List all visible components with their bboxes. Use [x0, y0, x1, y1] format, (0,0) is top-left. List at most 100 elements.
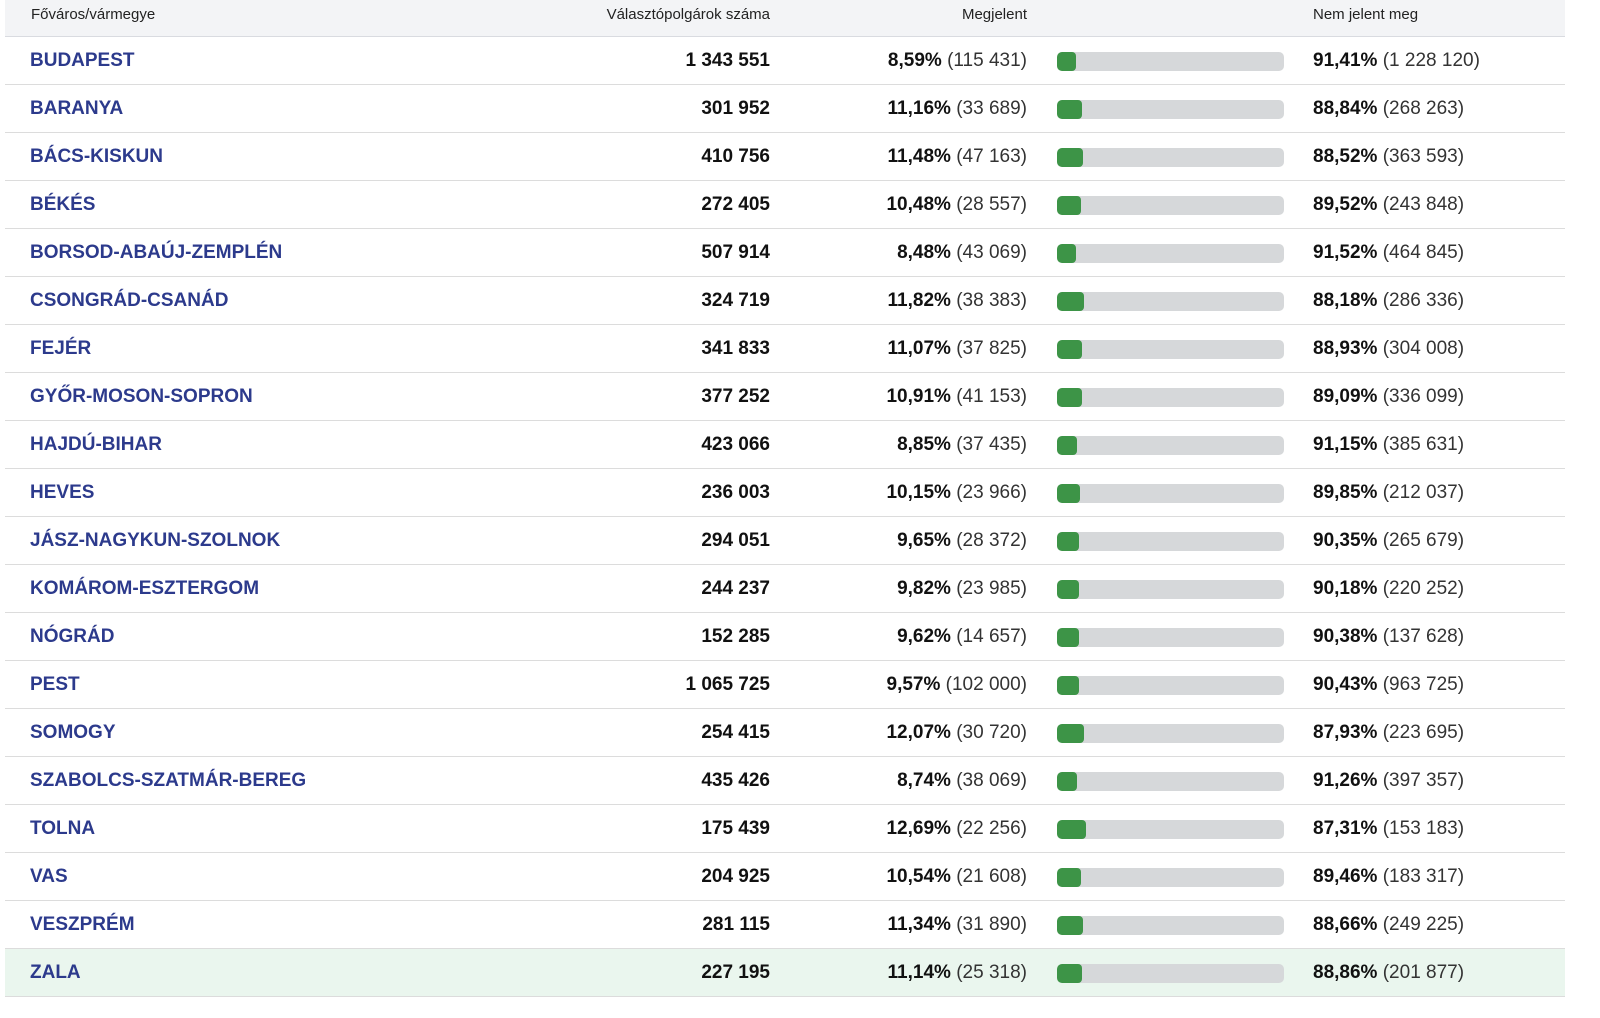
absent-percent: 90,43% [1313, 674, 1378, 695]
voters-count: 341 833 [701, 338, 770, 359]
turnout-bar-fill [1057, 820, 1086, 839]
header-present[interactable]: Megjelent [961, 6, 1027, 23]
table-header: Főváros/vármegye Választópolgárok száma … [5, 0, 1565, 37]
voters-count: 435 426 [701, 770, 770, 791]
county-link[interactable]: HEVES [30, 482, 95, 503]
county-link[interactable]: JÁSZ-NAGYKUN-SZOLNOK [30, 530, 281, 551]
absent-value: 90,38% (137 628) [1313, 613, 1464, 660]
table-row[interactable]: VAS 204 925 10,54% (21 608) 89,46% (183 317… [5, 853, 1565, 901]
turnout-bar-fill [1057, 436, 1078, 455]
absent-value: 88,84% (268 263) [1313, 85, 1464, 132]
absent-value: 90,43% (963 725) [1313, 661, 1464, 708]
turnout-bar-fill [1057, 196, 1081, 215]
county-link[interactable]: BUDAPEST [30, 50, 135, 71]
table-row[interactable]: SZABOLCS-SZATMÁR-BEREG 435 426 8,74% (38 0… [5, 757, 1565, 805]
present-count: (30 720) [956, 722, 1027, 743]
present-percent: 8,74% [897, 770, 951, 791]
county-link[interactable]: HAJDÚ-BIHAR [30, 434, 162, 455]
turnout-bar-fill [1057, 964, 1083, 983]
table-row[interactable]: SOMOGY 254 415 12,07% (30 720) 87,93% (223 … [5, 709, 1565, 757]
present-percent: 11,48% [887, 146, 951, 167]
header-absent[interactable]: Nem jelent meg [1313, 6, 1419, 23]
table-row[interactable]: NÓGRÁD 152 285 9,62% (14 657) 90,38% (137 6… [5, 613, 1565, 661]
table-row[interactable]: GYŐR-MOSON-SOPRON 377 252 10,91% (41 153) 8… [5, 373, 1565, 421]
absent-value: 88,52% (363 593) [1313, 133, 1464, 180]
turnout-bar-fill [1057, 52, 1077, 71]
county-link[interactable]: SZABOLCS-SZATMÁR-BEREG [30, 770, 307, 791]
present-value: 10,91% (41 153) [886, 373, 1027, 420]
county-link[interactable]: NÓGRÁD [30, 626, 115, 647]
present-count: (33 689) [956, 98, 1027, 119]
absent-count: (286 336) [1382, 290, 1465, 311]
county-link[interactable]: VESZPRÉM [30, 914, 135, 935]
present-value: 11,48% (47 163) [888, 133, 1027, 180]
county-link[interactable]: VAS [30, 866, 68, 887]
voters-count: 1 343 551 [685, 50, 770, 71]
county-link[interactable]: CSONGRÁD-CSANÁD [30, 290, 229, 311]
absent-percent: 88,93% [1313, 338, 1378, 359]
present-value: 10,54% (21 608) [886, 853, 1027, 900]
header-county[interactable]: Főváros/vármegye [31, 6, 156, 23]
absent-count: (183 317) [1382, 866, 1465, 887]
absent-count: (464 845) [1382, 242, 1465, 263]
present-count: (43 069) [956, 242, 1027, 263]
present-percent: 9,82% [897, 578, 951, 599]
table-row[interactable]: VESZPRÉM 281 115 11,34% (31 890) 88,66% (24… [5, 901, 1565, 949]
turnout-bar [1057, 532, 1284, 551]
absent-value: 87,31% (153 183) [1313, 805, 1464, 852]
present-count: (38 383) [956, 290, 1027, 311]
turnout-bar [1057, 244, 1284, 263]
absent-count: (304 008) [1382, 338, 1465, 359]
table-row[interactable]: BUDAPEST 1 343 551 8,59% (115 431) 91,41% (… [5, 37, 1565, 85]
voters-count: 281 115 [702, 914, 770, 935]
present-percent: 12,69% [886, 818, 951, 839]
county-link[interactable]: BÁCS-KISKUN [30, 146, 163, 167]
voters-count: 377 252 [701, 386, 770, 407]
header-voters[interactable]: Választópolgárok száma [606, 6, 770, 23]
present-count: (115 431) [947, 50, 1027, 71]
turnout-bar-fill [1057, 580, 1080, 599]
table-row[interactable]: BÉKÉS 272 405 10,48% (28 557) 89,52% (243 8… [5, 181, 1565, 229]
turnout-bar [1057, 484, 1284, 503]
county-link[interactable]: BORSOD-ABAÚJ-ZEMPLÉN [30, 242, 283, 263]
turnout-bar-fill [1057, 868, 1081, 887]
table-row[interactable]: FEJÉR 341 833 11,07% (37 825) 88,93% (304 0… [5, 325, 1565, 373]
absent-count: (385 631) [1382, 434, 1465, 455]
absent-count: (363 593) [1382, 146, 1465, 167]
absent-count: (336 099) [1382, 386, 1465, 407]
voters-count: 152 285 [701, 626, 770, 647]
present-value: 11,16% (33 689) [888, 85, 1027, 132]
table-row[interactable]: TOLNA 175 439 12,69% (22 256) 87,31% (153 1… [5, 805, 1565, 853]
table-row[interactable]: HEVES 236 003 10,15% (23 966) 89,85% (212 0… [5, 469, 1565, 517]
table-row[interactable]: BÁCS-KISKUN 410 756 11,48% (47 163) 88,52% … [5, 133, 1565, 181]
present-count: (47 163) [956, 146, 1027, 167]
table-row[interactable]: KOMÁROM-ESZTERGOM 244 237 9,82% (23 985) 90… [5, 565, 1565, 613]
present-value: 11,34% (31 890) [888, 901, 1027, 948]
present-count: (38 069) [956, 770, 1027, 791]
county-link[interactable]: PEST [30, 674, 80, 695]
table-row[interactable]: PEST 1 065 725 9,57% (102 000) 90,43% (963 … [5, 661, 1565, 709]
county-link[interactable]: SOMOGY [30, 722, 116, 743]
table-row[interactable]: ZALA 227 195 11,14% (25 318) 88,86% (201 87… [5, 949, 1565, 997]
absent-percent: 90,18% [1313, 578, 1378, 599]
county-link[interactable]: ZALA [30, 962, 81, 983]
county-link[interactable]: BARANYA [30, 98, 124, 119]
table-row[interactable]: BARANYA 301 952 11,16% (33 689) 88,84% (268… [5, 85, 1565, 133]
county-link[interactable]: TOLNA [30, 818, 96, 839]
absent-percent: 90,35% [1313, 530, 1378, 551]
table-row[interactable]: JÁSZ-NAGYKUN-SZOLNOK 294 051 9,65% (28 372… [5, 517, 1565, 565]
table-row[interactable]: BORSOD-ABAÚJ-ZEMPLÉN 507 914 8,48% (43 069… [5, 229, 1565, 277]
voters-count: 507 914 [701, 242, 770, 263]
county-link[interactable]: FEJÉR [30, 338, 92, 359]
present-percent: 9,65% [897, 530, 951, 551]
present-percent: 10,48% [886, 194, 951, 215]
voters-count: 324 719 [701, 290, 770, 311]
table-row[interactable]: HAJDÚ-BIHAR 423 066 8,85% (37 435) 91,15% (… [5, 421, 1565, 469]
county-link[interactable]: GYŐR-MOSON-SOPRON [30, 386, 253, 407]
county-link[interactable]: BÉKÉS [30, 194, 96, 215]
table-body: BUDAPEST 1 343 551 8,59% (115 431) 91,41% (… [5, 37, 1565, 997]
turnout-bar [1057, 724, 1284, 743]
table-row[interactable]: CSONGRÁD-CSANÁD 324 719 11,82% (38 383) 88,… [5, 277, 1565, 325]
absent-count: (220 252) [1382, 578, 1465, 599]
county-link[interactable]: KOMÁROM-ESZTERGOM [30, 578, 260, 599]
